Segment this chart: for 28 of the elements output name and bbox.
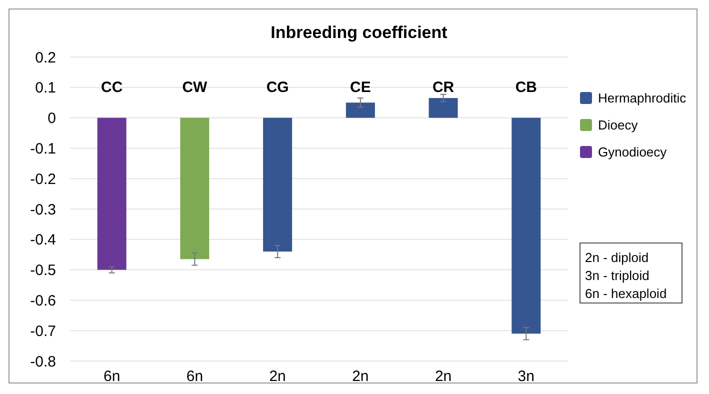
- x-tick-label: CB: [515, 79, 538, 96]
- y-tick-label: -0.6: [30, 292, 56, 310]
- x-tick-label: CC: [101, 79, 123, 96]
- text: 2n - diploid 3n - triploid 6n - hexaploid: [585, 250, 667, 301]
- text: 2n: [352, 368, 369, 385]
- x-tick-label: CR: [432, 79, 454, 96]
- text: 2n: [269, 368, 286, 385]
- y-tick-label: -0.5: [30, 262, 56, 280]
- y-tick-label: 0.2: [35, 49, 56, 66]
- text: 2n: [434, 368, 452, 385]
- legend-label: Dioecy: [598, 118, 638, 133]
- text: 3n: [518, 368, 534, 385]
- text: 6n: [104, 368, 120, 385]
- chart-title: Inbreeding coefficient: [270, 23, 448, 42]
- y-tick-label: -0.7: [30, 322, 56, 340]
- legend-label: Hermaphroditic: [598, 90, 687, 106]
- y-tick-label: -0.1: [30, 140, 56, 158]
- y-tick-label: -0.2: [30, 170, 56, 188]
- legend-label: Gynodioecy: [598, 144, 668, 160]
- y-tick-label: -0.8: [30, 353, 56, 370]
- x-tick-label: CW: [182, 79, 208, 96]
- x-tick-label: CE: [350, 79, 371, 96]
- y-tick-label: 0: [48, 110, 56, 128]
- y-tick-label: -0.3: [30, 201, 56, 218]
- text: 6n: [186, 368, 204, 385]
- x-tick-label: CG: [266, 79, 289, 96]
- y-tick-label: 0.1: [35, 80, 56, 97]
- y-tick-label: -0.4: [30, 232, 56, 249]
